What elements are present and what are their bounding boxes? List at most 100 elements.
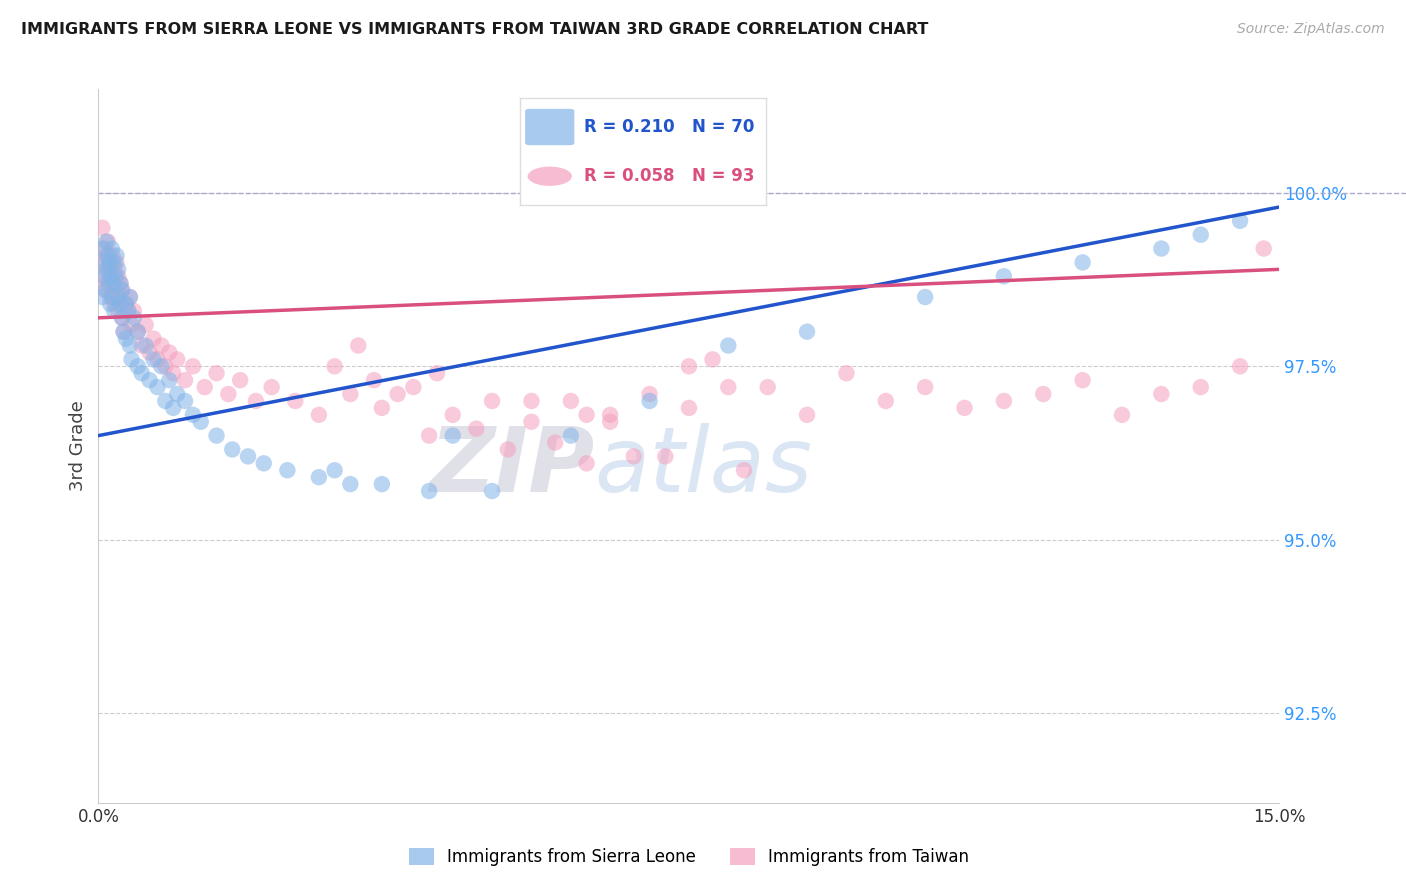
Point bbox=[441, 408, 464, 422]
Point bbox=[418, 428, 440, 442]
Point bbox=[1253, 242, 1275, 256]
Point bbox=[1150, 387, 1173, 401]
Point bbox=[284, 394, 307, 409]
Point bbox=[993, 394, 1015, 409]
Point bbox=[111, 310, 134, 325]
Point bbox=[402, 380, 425, 394]
Point bbox=[150, 338, 173, 352]
Point bbox=[599, 415, 621, 429]
Point bbox=[914, 380, 936, 394]
Point bbox=[98, 290, 121, 304]
Point bbox=[108, 297, 131, 311]
Point bbox=[347, 338, 370, 352]
Point bbox=[520, 415, 543, 429]
Point bbox=[1032, 387, 1054, 401]
Point bbox=[157, 345, 180, 359]
Point bbox=[733, 463, 755, 477]
Point bbox=[496, 442, 519, 457]
Point bbox=[112, 325, 135, 339]
Point bbox=[93, 242, 115, 256]
Point bbox=[105, 248, 128, 262]
Point bbox=[756, 380, 779, 394]
Point bbox=[426, 366, 449, 380]
Point bbox=[108, 290, 131, 304]
Point bbox=[1150, 242, 1173, 256]
Point bbox=[122, 304, 145, 318]
Point bbox=[93, 269, 115, 284]
Point bbox=[107, 290, 129, 304]
Point bbox=[96, 276, 118, 290]
Point bbox=[560, 428, 582, 442]
Point bbox=[993, 269, 1015, 284]
Text: ZIP: ZIP bbox=[429, 424, 595, 511]
Point bbox=[96, 235, 118, 249]
Point bbox=[217, 387, 239, 401]
Point bbox=[914, 290, 936, 304]
Point bbox=[110, 276, 132, 290]
Point bbox=[245, 394, 267, 409]
Point bbox=[146, 380, 169, 394]
Point bbox=[678, 401, 700, 415]
Point bbox=[465, 422, 488, 436]
Point bbox=[107, 269, 129, 284]
Point bbox=[162, 366, 184, 380]
Point bbox=[418, 483, 440, 498]
Point bbox=[138, 345, 160, 359]
Point bbox=[638, 387, 661, 401]
Point bbox=[260, 380, 283, 394]
Point bbox=[146, 352, 169, 367]
Point bbox=[371, 401, 394, 415]
Point bbox=[953, 401, 976, 415]
Point bbox=[104, 283, 127, 297]
Point bbox=[107, 304, 129, 318]
Point bbox=[1071, 373, 1094, 387]
Point bbox=[339, 387, 361, 401]
Point bbox=[93, 269, 115, 284]
Point bbox=[441, 428, 464, 442]
Point bbox=[157, 373, 180, 387]
Point bbox=[796, 408, 818, 422]
Point bbox=[98, 255, 121, 269]
Point bbox=[103, 304, 125, 318]
Point bbox=[94, 283, 117, 297]
Point bbox=[97, 248, 120, 262]
Point bbox=[717, 380, 740, 394]
Point bbox=[181, 359, 204, 374]
Point bbox=[520, 394, 543, 409]
Point bbox=[101, 269, 124, 284]
Point bbox=[115, 332, 138, 346]
Point bbox=[194, 380, 217, 394]
Point bbox=[166, 387, 188, 401]
Point bbox=[387, 387, 409, 401]
Point bbox=[308, 408, 330, 422]
Text: R = 0.058: R = 0.058 bbox=[585, 168, 675, 186]
Point bbox=[118, 290, 141, 304]
Point bbox=[101, 242, 124, 256]
Point bbox=[253, 456, 276, 470]
FancyBboxPatch shape bbox=[526, 109, 575, 145]
Legend: Immigrants from Sierra Leone, Immigrants from Taiwan: Immigrants from Sierra Leone, Immigrants… bbox=[402, 841, 976, 873]
Point bbox=[98, 255, 121, 269]
Point bbox=[371, 477, 394, 491]
Point bbox=[103, 262, 125, 277]
Point bbox=[98, 297, 121, 311]
Point bbox=[93, 255, 115, 269]
Point bbox=[544, 435, 567, 450]
Y-axis label: 3rd Grade: 3rd Grade bbox=[69, 401, 87, 491]
Point bbox=[131, 366, 153, 380]
Point bbox=[339, 477, 361, 491]
Point bbox=[96, 248, 118, 262]
Point bbox=[1229, 359, 1251, 374]
Point bbox=[638, 394, 661, 409]
Point bbox=[1189, 227, 1212, 242]
Point bbox=[155, 394, 177, 409]
Point bbox=[702, 352, 724, 367]
Point bbox=[103, 255, 125, 269]
Point bbox=[236, 450, 259, 464]
Point bbox=[229, 373, 252, 387]
Point bbox=[276, 463, 298, 477]
Point bbox=[117, 304, 139, 318]
Circle shape bbox=[527, 167, 572, 186]
Point bbox=[107, 262, 129, 277]
Point bbox=[654, 450, 676, 464]
